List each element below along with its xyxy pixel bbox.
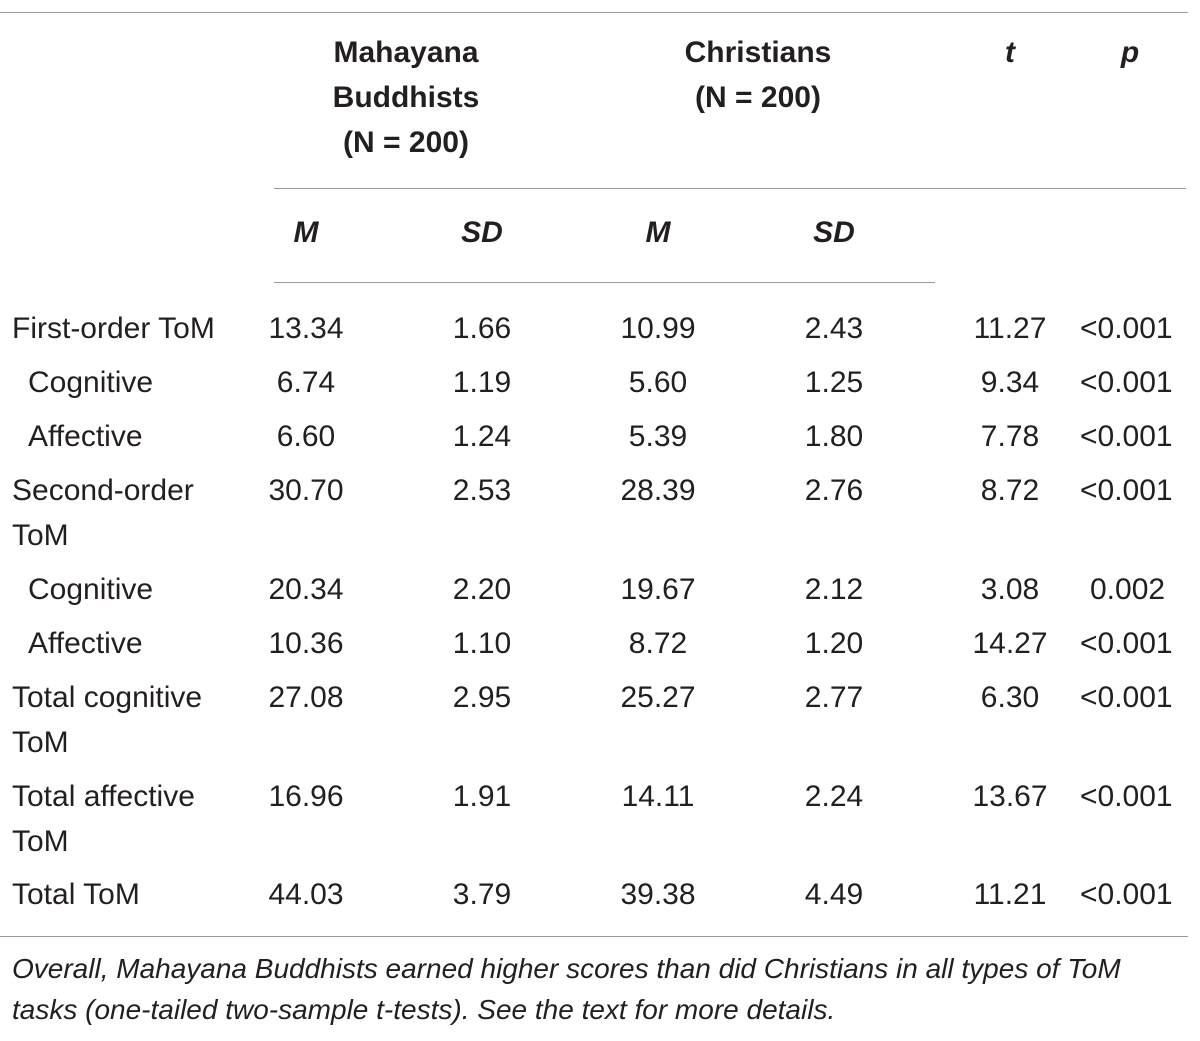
cell-m1: 13.34: [268, 312, 344, 345]
cell-sd2: 2.77: [804, 681, 864, 714]
cell-m1: 27.08: [268, 681, 344, 714]
cell-m2: 5.60: [628, 366, 688, 399]
cell-sd2: 2.12: [804, 573, 864, 606]
t-header: t: [1005, 36, 1015, 69]
cell-m1: 16.96: [268, 780, 344, 813]
cell-m2: 25.27: [620, 681, 696, 714]
group2-line2: (N = 200): [695, 81, 821, 114]
cell-m1: 30.70: [268, 474, 344, 507]
cell-sd2: 2.24: [804, 780, 864, 813]
p-header: p: [1120, 36, 1140, 69]
cell-sd1: 2.53: [452, 474, 512, 507]
group1-line3: (N = 200): [343, 126, 469, 159]
cell-sd1: 1.10: [452, 627, 512, 660]
cell-sd1: 2.20: [452, 573, 512, 606]
bottom-rule: [0, 936, 1188, 937]
cell-t: 6.30: [980, 681, 1040, 714]
group-header-buddhists: Mahayana Buddhists (N = 200): [296, 30, 516, 165]
group1-line2: Buddhists: [332, 81, 480, 114]
row-label-affective: Affective: [28, 627, 143, 660]
cell-m1: 20.34: [268, 573, 344, 606]
sd1-header: SD: [461, 216, 503, 249]
cell-sd1: 1.19: [452, 366, 512, 399]
cell-m2: 14.11: [621, 780, 695, 813]
cell-m2: 5.39: [628, 420, 688, 453]
cell-sd2: 2.43: [804, 312, 864, 345]
table-footnote: Overall, Mahayana Buddhists earned highe…: [12, 953, 1121, 1025]
cell-t: 9.34: [980, 366, 1040, 399]
row-label-total-tom: Total ToM: [12, 878, 140, 911]
cell-t: 11.27: [973, 312, 1047, 345]
sd2-header: SD: [813, 216, 855, 249]
row-label-cognitive: Cognitive: [28, 366, 154, 399]
cell-sd1: 2.95: [452, 681, 512, 714]
stat-header-rule: [274, 282, 935, 283]
cell-sd1: 1.91: [452, 780, 512, 813]
cell-m1: 44.03: [268, 878, 344, 911]
row-label-cognitive: Cognitive: [28, 573, 154, 606]
row-label-affective: Affective: [28, 420, 143, 453]
cell-m1: 10.36: [268, 627, 344, 660]
cell-m2: 8.72: [628, 627, 688, 660]
cell-sd2: 2.76: [804, 474, 864, 507]
cell-sd2: 4.49: [804, 878, 864, 911]
cell-t: 3.08: [980, 573, 1040, 606]
group-header-rule: [274, 188, 1186, 189]
cell-m2: 19.67: [620, 573, 696, 606]
cell-p: <0.001: [1080, 878, 1173, 911]
cell-m1: 6.74: [276, 366, 336, 399]
cell-sd2: 1.25: [804, 366, 864, 399]
m1-header: M: [293, 216, 319, 249]
cell-t: 8.72: [980, 474, 1040, 507]
cell-p: <0.001: [1080, 627, 1173, 660]
cell-sd2: 1.80: [804, 420, 864, 453]
cell-p: <0.001: [1080, 312, 1173, 345]
row-label-second-order: Second-order ToM: [12, 474, 194, 552]
cell-sd1: 3.79: [452, 878, 512, 911]
cell-p: <0.001: [1080, 366, 1173, 399]
cell-t: 14.27: [972, 627, 1048, 660]
cell-p: <0.001: [1080, 474, 1173, 507]
cell-p: <0.001: [1080, 420, 1173, 453]
cell-p: 0.002: [1090, 573, 1166, 606]
group-header-christians: Christians (N = 200): [648, 30, 868, 120]
cell-p: <0.001: [1080, 780, 1173, 813]
cell-t: 13.67: [972, 780, 1048, 813]
cell-m2: 10.99: [620, 312, 696, 345]
cell-t: 7.78: [980, 420, 1040, 453]
cell-m1: 6.60: [276, 420, 336, 453]
row-label-total-affective: Total affective ToM: [12, 780, 195, 858]
m2-header: M: [645, 216, 671, 249]
group2-line1: Christians: [684, 36, 832, 69]
cell-m2: 28.39: [620, 474, 696, 507]
row-label-total-cognitive: Total cognitive ToM: [12, 681, 203, 759]
cell-sd1: 1.24: [452, 420, 512, 453]
cell-t: 11.21: [973, 878, 1047, 911]
top-rule: [0, 12, 1188, 13]
cell-sd1: 1.66: [452, 312, 512, 345]
group1-line1: Mahayana: [333, 36, 479, 69]
cell-m2: 39.38: [620, 878, 696, 911]
row-label-first-order: First-order ToM: [12, 312, 215, 345]
cell-p: <0.001: [1080, 681, 1173, 714]
cell-sd2: 1.20: [804, 627, 864, 660]
